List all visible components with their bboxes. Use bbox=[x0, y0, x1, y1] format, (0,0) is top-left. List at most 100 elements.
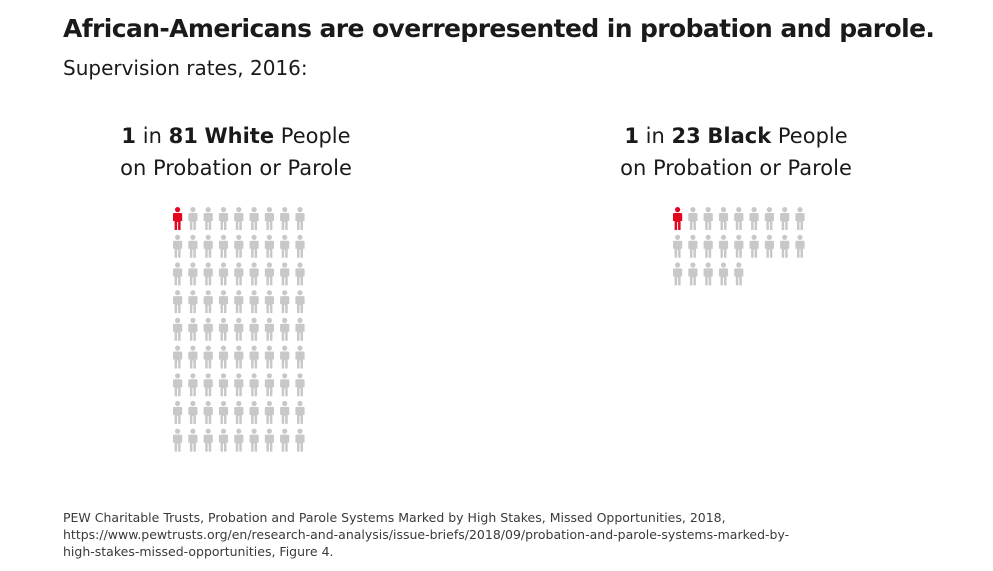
people-word-white: People bbox=[280, 124, 351, 148]
panel-heading-black-line1: 1 in 23 Black People bbox=[546, 120, 926, 152]
person-icon bbox=[173, 234, 183, 258]
person-icon bbox=[673, 262, 683, 286]
person-icon bbox=[718, 262, 729, 286]
person-icon bbox=[188, 373, 198, 397]
person-icon bbox=[264, 290, 274, 314]
person-icon bbox=[734, 207, 744, 230]
person-icon bbox=[218, 400, 229, 424]
person-icon bbox=[749, 207, 759, 230]
person-icon bbox=[188, 345, 198, 369]
person-icon bbox=[295, 317, 305, 341]
person-icon bbox=[734, 262, 744, 286]
ratio-number-black: 1 bbox=[624, 124, 639, 148]
ratio-total-white: 81 bbox=[168, 124, 198, 148]
person-icon bbox=[203, 262, 213, 286]
person-icon bbox=[249, 207, 259, 230]
panel-heading-white-line1: 1 in 81 White People bbox=[46, 120, 426, 152]
person-icon bbox=[218, 373, 229, 397]
person-icon bbox=[673, 234, 683, 258]
person-icon bbox=[249, 428, 259, 452]
person-icon bbox=[280, 400, 290, 424]
person-icon bbox=[218, 234, 229, 258]
person-icon bbox=[218, 207, 229, 230]
person-icon bbox=[234, 234, 244, 258]
panel-heading-black-line2: on Probation or Parole bbox=[620, 156, 852, 180]
person-icon bbox=[795, 207, 805, 230]
person-icon bbox=[703, 207, 713, 230]
person-icon bbox=[203, 400, 213, 424]
person-icon bbox=[188, 262, 198, 286]
ratio-in-black: in bbox=[645, 124, 665, 148]
race-label-black: Black bbox=[707, 124, 772, 148]
person-grid-white bbox=[173, 207, 305, 452]
person-icon bbox=[749, 234, 759, 258]
person-icon bbox=[280, 317, 290, 341]
person-icon bbox=[703, 234, 713, 258]
chart-subtitle: Supervision rates, 2016: bbox=[63, 56, 308, 80]
person-icon bbox=[203, 428, 213, 452]
person-icon bbox=[280, 207, 290, 230]
person-icon bbox=[188, 234, 198, 258]
person-icon bbox=[249, 317, 259, 341]
person-icon bbox=[718, 207, 729, 230]
person-icon-highlighted bbox=[173, 207, 183, 230]
person-icon bbox=[249, 290, 259, 314]
person-icon bbox=[764, 207, 774, 230]
person-icon bbox=[295, 234, 305, 258]
person-icon bbox=[173, 428, 183, 452]
person-icon bbox=[249, 262, 259, 286]
person-icon bbox=[280, 290, 290, 314]
person-icon bbox=[295, 400, 305, 424]
person-icon bbox=[295, 428, 305, 452]
person-icon bbox=[234, 345, 244, 369]
person-icon bbox=[234, 290, 244, 314]
person-icon bbox=[203, 290, 213, 314]
panel-heading-white: 1 in 81 White People on Probation or Par… bbox=[46, 120, 426, 184]
person-icon bbox=[203, 373, 213, 397]
person-icon bbox=[234, 262, 244, 286]
person-icon-highlighted bbox=[673, 207, 683, 230]
person-icon bbox=[218, 262, 229, 286]
person-icon bbox=[173, 290, 183, 314]
person-icon bbox=[234, 317, 244, 341]
person-icon bbox=[188, 428, 198, 452]
person-icon bbox=[173, 400, 183, 424]
ratio-in-white: in bbox=[142, 124, 162, 148]
person-icon bbox=[218, 290, 229, 314]
person-icon bbox=[280, 373, 290, 397]
person-icon bbox=[249, 345, 259, 369]
person-icon bbox=[264, 400, 274, 424]
person-icon bbox=[295, 345, 305, 369]
person-icon bbox=[203, 234, 213, 258]
person-icon bbox=[280, 428, 290, 452]
person-icon bbox=[734, 234, 744, 258]
person-icon bbox=[264, 234, 274, 258]
person-icon bbox=[249, 234, 259, 258]
person-icon bbox=[188, 207, 198, 230]
person-icon bbox=[234, 428, 244, 452]
person-icon bbox=[249, 400, 259, 424]
person-icon bbox=[295, 373, 305, 397]
source-line-3: high-stakes-missed-opportunities, Figure… bbox=[63, 544, 334, 559]
person-icon bbox=[203, 345, 213, 369]
source-line-2: https://www.pewtrusts.org/en/research-an… bbox=[63, 527, 790, 542]
person-icon bbox=[280, 234, 290, 258]
person-grid-black bbox=[673, 207, 805, 286]
source-line-1: PEW Charitable Trusts, Probation and Par… bbox=[63, 510, 726, 525]
person-icon bbox=[264, 428, 274, 452]
chart-title: African-Americans are overrepresented in… bbox=[63, 14, 935, 43]
person-icon bbox=[295, 290, 305, 314]
person-icon bbox=[688, 262, 698, 286]
person-icon bbox=[188, 290, 198, 314]
source-citation: PEW Charitable Trusts, Probation and Par… bbox=[63, 509, 963, 560]
person-icon bbox=[218, 428, 229, 452]
panel-heading-black: 1 in 23 Black People on Probation or Par… bbox=[546, 120, 926, 184]
person-icon bbox=[264, 345, 274, 369]
person-icon bbox=[780, 207, 790, 230]
person-icon bbox=[688, 207, 698, 230]
panel-heading-white-line2: on Probation or Parole bbox=[120, 156, 352, 180]
ratio-total-black: 23 bbox=[671, 124, 701, 148]
person-icon bbox=[188, 317, 198, 341]
person-icon bbox=[703, 262, 713, 286]
